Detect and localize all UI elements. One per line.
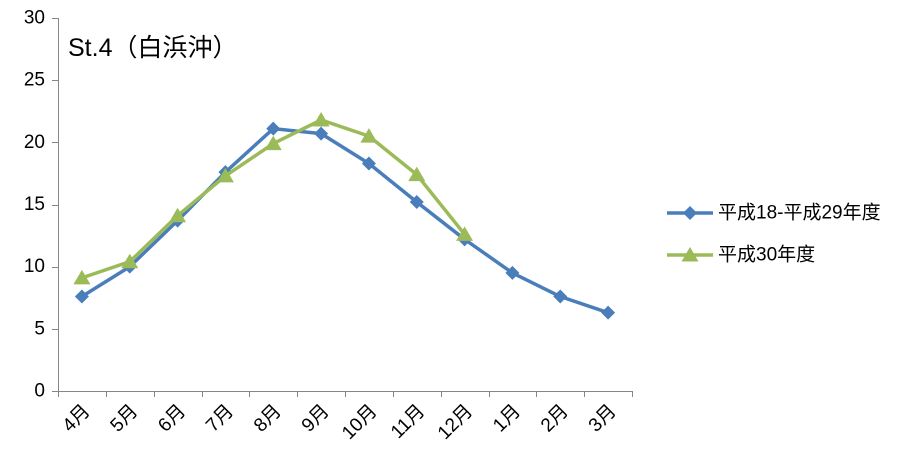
x-tick-label: 9月 xyxy=(298,401,334,437)
legend-item-1: 平成18-平成29年度 xyxy=(667,202,881,224)
series-1-line xyxy=(80,126,610,315)
x-tick-label: 3月 xyxy=(585,401,621,437)
series-2-point-9 xyxy=(456,226,474,241)
series-2-point-3 xyxy=(169,207,187,223)
series-2-point-6 xyxy=(312,111,330,127)
plot-area xyxy=(73,111,616,320)
x-tick-label: 1月 xyxy=(489,401,525,437)
series-1-point-1 xyxy=(74,289,89,304)
series-1-point-7 xyxy=(361,156,376,171)
x-tick-label: 7月 xyxy=(202,401,238,437)
x-tick-label: 2月 xyxy=(537,401,573,437)
legend-item-2: 平成30年度 xyxy=(667,244,815,266)
series-1-point-5 xyxy=(266,121,281,136)
legend-label-2: 平成30年度 xyxy=(718,244,815,266)
chart-title: St.4（白浜沖） xyxy=(68,34,237,62)
series-1-point-10 xyxy=(505,265,520,280)
y-tick-label: 15 xyxy=(24,194,45,215)
series-2-point-1 xyxy=(73,269,91,285)
axes: 0 5 10 15 20 25 30 4月 5月 6月 7月 8月 9月 10月 11月 12月 1月 2月 3月 xyxy=(24,8,633,444)
series-1-point-8 xyxy=(409,195,424,210)
legend-label-1: 平成18-平成29年度 xyxy=(718,202,881,224)
series-2-point-2 xyxy=(121,253,139,269)
y-tick-label: 0 xyxy=(34,381,45,402)
legend-marker-2 xyxy=(681,247,699,262)
x-tick-label: 11月 xyxy=(387,401,429,443)
y-tick-label: 20 xyxy=(24,132,45,153)
x-tick-label: 12月 xyxy=(434,401,477,444)
y-tick-label: 10 xyxy=(24,256,45,277)
y-tick-label: 30 xyxy=(24,8,45,29)
series-2-point-8 xyxy=(408,166,426,182)
series-1-point-12 xyxy=(601,305,616,320)
x-tick-label: 4月 xyxy=(59,401,95,437)
x-tick-label: 10月 xyxy=(338,401,381,444)
y-tick-label: 25 xyxy=(24,70,45,91)
y-tick-label: 5 xyxy=(34,318,45,339)
legend: 平成18-平成29年度 平成30年度 xyxy=(667,202,881,266)
legend-marker-1 xyxy=(683,206,697,220)
series-1-point-11 xyxy=(553,289,568,304)
x-tick-label: 6月 xyxy=(154,401,190,437)
x-tick-label: 5月 xyxy=(107,401,143,437)
series-2-point-7 xyxy=(360,128,378,143)
series-2-point-4 xyxy=(216,167,234,183)
series-1-point-6 xyxy=(314,126,329,141)
x-tick-label: 8月 xyxy=(250,401,286,437)
series-2-point-5 xyxy=(264,135,282,151)
